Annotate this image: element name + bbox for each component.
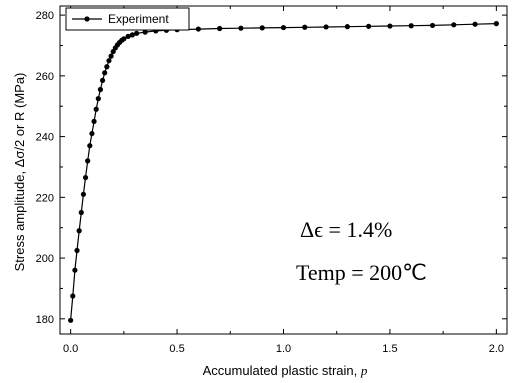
- data-point: [125, 33, 131, 39]
- data-point: [82, 174, 89, 181]
- data-point: [323, 24, 329, 30]
- data-point: [95, 96, 101, 102]
- series-experiment: [68, 21, 499, 323]
- data-point: [121, 36, 127, 42]
- data-point: [68, 317, 74, 323]
- data-point: [493, 21, 499, 27]
- data-point: [302, 24, 308, 30]
- data-point: [80, 191, 87, 197]
- data-point: [76, 228, 82, 234]
- data-point: [451, 22, 457, 28]
- data-point: [387, 23, 393, 29]
- data-point: [97, 86, 104, 93]
- data-point: [72, 267, 78, 273]
- data-point: [129, 32, 135, 38]
- y-tick-label: 260: [36, 71, 54, 83]
- x-tick-label: 0.0: [63, 343, 78, 355]
- data-point: [78, 209, 84, 216]
- data-point: [108, 53, 114, 59]
- data-point: [85, 158, 91, 164]
- x-axis-title-text: Accumulated plastic strain,: [203, 363, 361, 378]
- legend-marker: [84, 16, 90, 22]
- data-point: [104, 64, 110, 70]
- legend-label: Experiment: [108, 12, 169, 26]
- x-tick-label: 0.5: [169, 343, 184, 355]
- data-point: [142, 29, 148, 35]
- data-point: [102, 70, 108, 76]
- data-point: [87, 143, 93, 149]
- data-point: [195, 26, 201, 32]
- y-tick-label: 200: [36, 253, 54, 265]
- data-point: [280, 24, 287, 31]
- data-point: [344, 24, 350, 30]
- data-point: [89, 130, 95, 137]
- y-tick-label: 180: [36, 314, 54, 326]
- axis-ticks: 0.0 0.5 1.0 1.5 2.0 180 200 220 240 260 280: [36, 6, 507, 355]
- data-point: [429, 22, 436, 29]
- y-tick-label: 240: [36, 132, 54, 144]
- data-point: [93, 106, 99, 112]
- plot-frame: [59, 5, 508, 335]
- legend: Experiment: [65, 7, 190, 31]
- y-tick-label: 280: [36, 10, 54, 22]
- x-axis-title-var: p: [360, 363, 368, 378]
- data-point: [408, 23, 414, 29]
- data-point: [259, 25, 265, 31]
- data-point: [70, 293, 76, 299]
- annotation-temp: Temp = 200℃: [296, 260, 427, 285]
- annotation-strain: Δϵ = 1.4%: [300, 217, 392, 242]
- y-tick-label: 220: [36, 192, 54, 204]
- series-line: [70, 23, 497, 321]
- data-point: [91, 118, 97, 125]
- x-tick-label: 1.5: [382, 343, 397, 355]
- data-point: [99, 77, 106, 84]
- data-point: [472, 21, 478, 27]
- legend-box: [65, 7, 190, 31]
- data-point: [74, 247, 80, 254]
- data-point: [238, 25, 244, 31]
- data-point: [366, 23, 372, 29]
- x-tick-label: 1.0: [276, 343, 291, 355]
- x-axis-title: Accumulated plastic strain, p: [203, 363, 368, 378]
- data-point: [134, 30, 140, 36]
- y-axis-title: Stress amplitude, Δσ/2 or R (MPa): [12, 73, 27, 272]
- x-tick-label: 2.0: [489, 343, 504, 355]
- data-point: [217, 25, 223, 32]
- data-point: [106, 58, 112, 64]
